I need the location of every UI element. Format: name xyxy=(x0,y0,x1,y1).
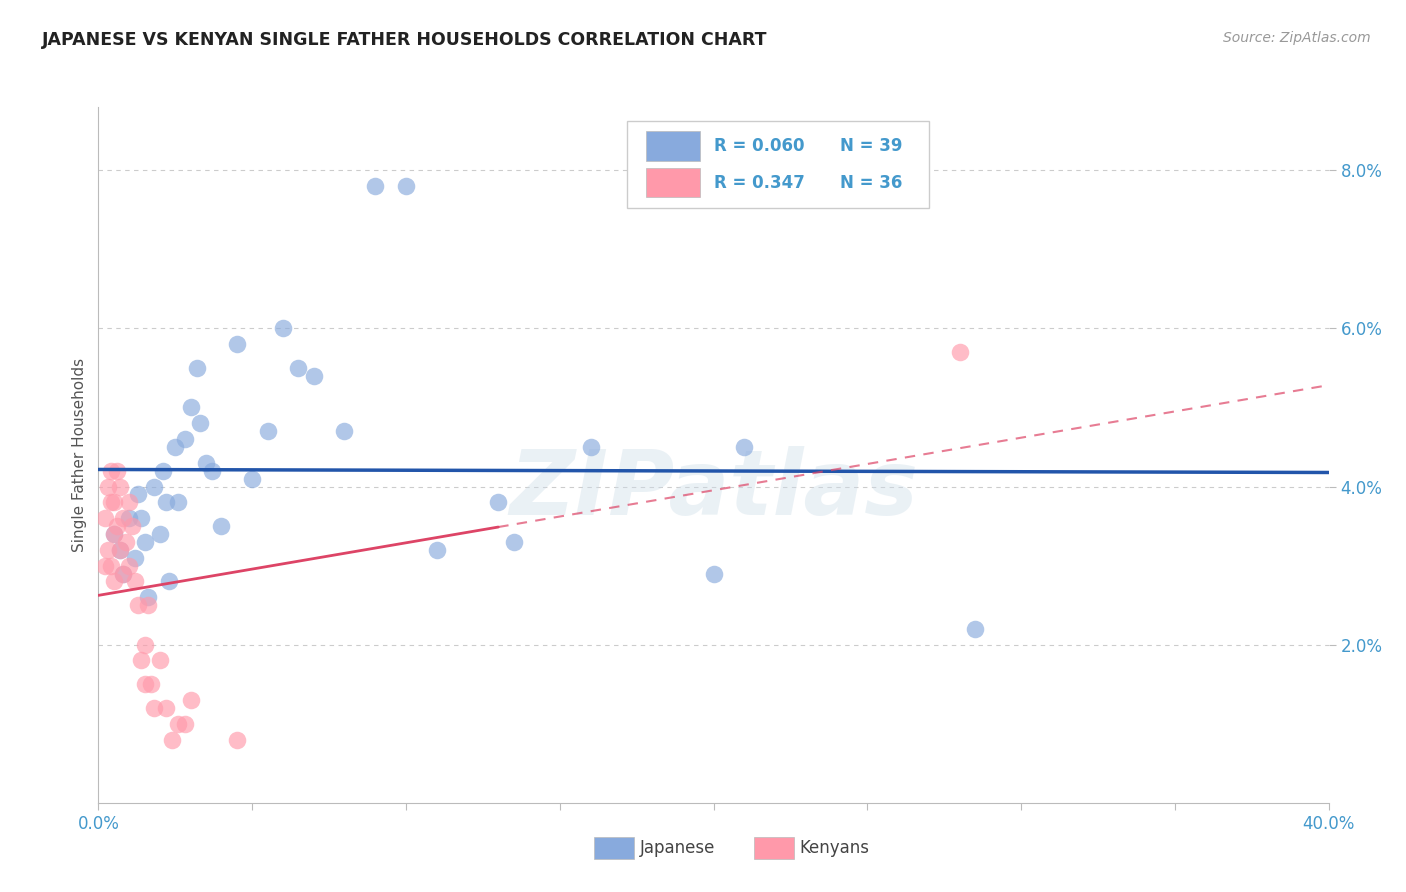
Point xyxy=(949,345,972,359)
Point xyxy=(180,693,202,707)
Text: N = 39: N = 39 xyxy=(841,137,903,155)
Point xyxy=(100,558,122,573)
Text: JAPANESE VS KENYAN SINGLE FATHER HOUSEHOLDS CORRELATION CHART: JAPANESE VS KENYAN SINGLE FATHER HOUSEHO… xyxy=(42,31,768,49)
Point xyxy=(103,527,125,541)
Point xyxy=(131,653,153,667)
Point xyxy=(139,677,162,691)
Point xyxy=(103,527,125,541)
Point xyxy=(108,542,131,557)
FancyBboxPatch shape xyxy=(595,837,634,859)
Point xyxy=(131,511,153,525)
Point xyxy=(103,574,125,589)
Point xyxy=(108,479,131,493)
Point xyxy=(112,566,135,581)
Y-axis label: Single Father Households: Single Father Households xyxy=(72,358,87,552)
FancyBboxPatch shape xyxy=(627,121,929,208)
Point xyxy=(256,424,278,438)
Point xyxy=(173,716,195,731)
Point xyxy=(240,472,263,486)
Text: ZIPatlas: ZIPatlas xyxy=(509,446,918,533)
Point xyxy=(124,574,146,589)
Point xyxy=(364,179,387,194)
Point xyxy=(188,417,211,431)
FancyBboxPatch shape xyxy=(645,131,700,161)
Text: R = 0.060: R = 0.060 xyxy=(714,137,804,155)
Point xyxy=(180,401,202,415)
Point xyxy=(287,360,309,375)
Point xyxy=(100,495,122,509)
Point xyxy=(103,495,125,509)
Point xyxy=(155,701,177,715)
Point xyxy=(167,495,190,509)
Point xyxy=(134,638,156,652)
Point xyxy=(136,598,159,612)
Point xyxy=(149,653,172,667)
Point xyxy=(142,701,165,715)
Point xyxy=(124,550,146,565)
Point xyxy=(173,432,195,446)
Text: Kenyans: Kenyans xyxy=(800,839,870,857)
Point xyxy=(186,360,208,375)
Point xyxy=(165,440,187,454)
Point xyxy=(134,677,156,691)
Point xyxy=(333,424,356,438)
Point xyxy=(142,479,165,493)
FancyBboxPatch shape xyxy=(754,837,793,859)
Text: Japanese: Japanese xyxy=(640,839,716,857)
Point xyxy=(105,519,128,533)
Point xyxy=(211,519,233,533)
Point xyxy=(157,574,180,589)
Point xyxy=(121,519,143,533)
Point xyxy=(395,179,418,194)
Point xyxy=(149,527,172,541)
Point xyxy=(963,622,986,636)
Point xyxy=(97,479,120,493)
Point xyxy=(502,534,524,549)
Point xyxy=(93,511,115,525)
Point xyxy=(579,440,602,454)
Text: N = 36: N = 36 xyxy=(841,174,903,192)
Point xyxy=(100,464,122,478)
FancyBboxPatch shape xyxy=(645,169,700,197)
Text: Source: ZipAtlas.com: Source: ZipAtlas.com xyxy=(1223,31,1371,45)
Point xyxy=(118,558,141,573)
Point xyxy=(136,591,159,605)
Point xyxy=(93,558,115,573)
Point xyxy=(97,542,120,557)
Point xyxy=(426,542,449,557)
Point xyxy=(162,732,183,747)
Point xyxy=(733,440,755,454)
Text: R = 0.347: R = 0.347 xyxy=(714,174,804,192)
Point xyxy=(127,487,149,501)
Point xyxy=(152,464,174,478)
Point xyxy=(225,337,247,351)
Point xyxy=(486,495,509,509)
Point xyxy=(112,566,135,581)
Point xyxy=(127,598,149,612)
Point xyxy=(118,511,141,525)
Point xyxy=(155,495,177,509)
Point xyxy=(115,534,138,549)
Point xyxy=(105,464,128,478)
Point xyxy=(195,456,218,470)
Point xyxy=(167,716,190,731)
Point xyxy=(225,732,247,747)
Point xyxy=(108,542,131,557)
Point xyxy=(118,495,141,509)
Point xyxy=(134,534,156,549)
Point xyxy=(112,511,135,525)
Point xyxy=(271,321,294,335)
Point xyxy=(302,368,325,383)
Point xyxy=(703,566,725,581)
Point xyxy=(201,464,224,478)
